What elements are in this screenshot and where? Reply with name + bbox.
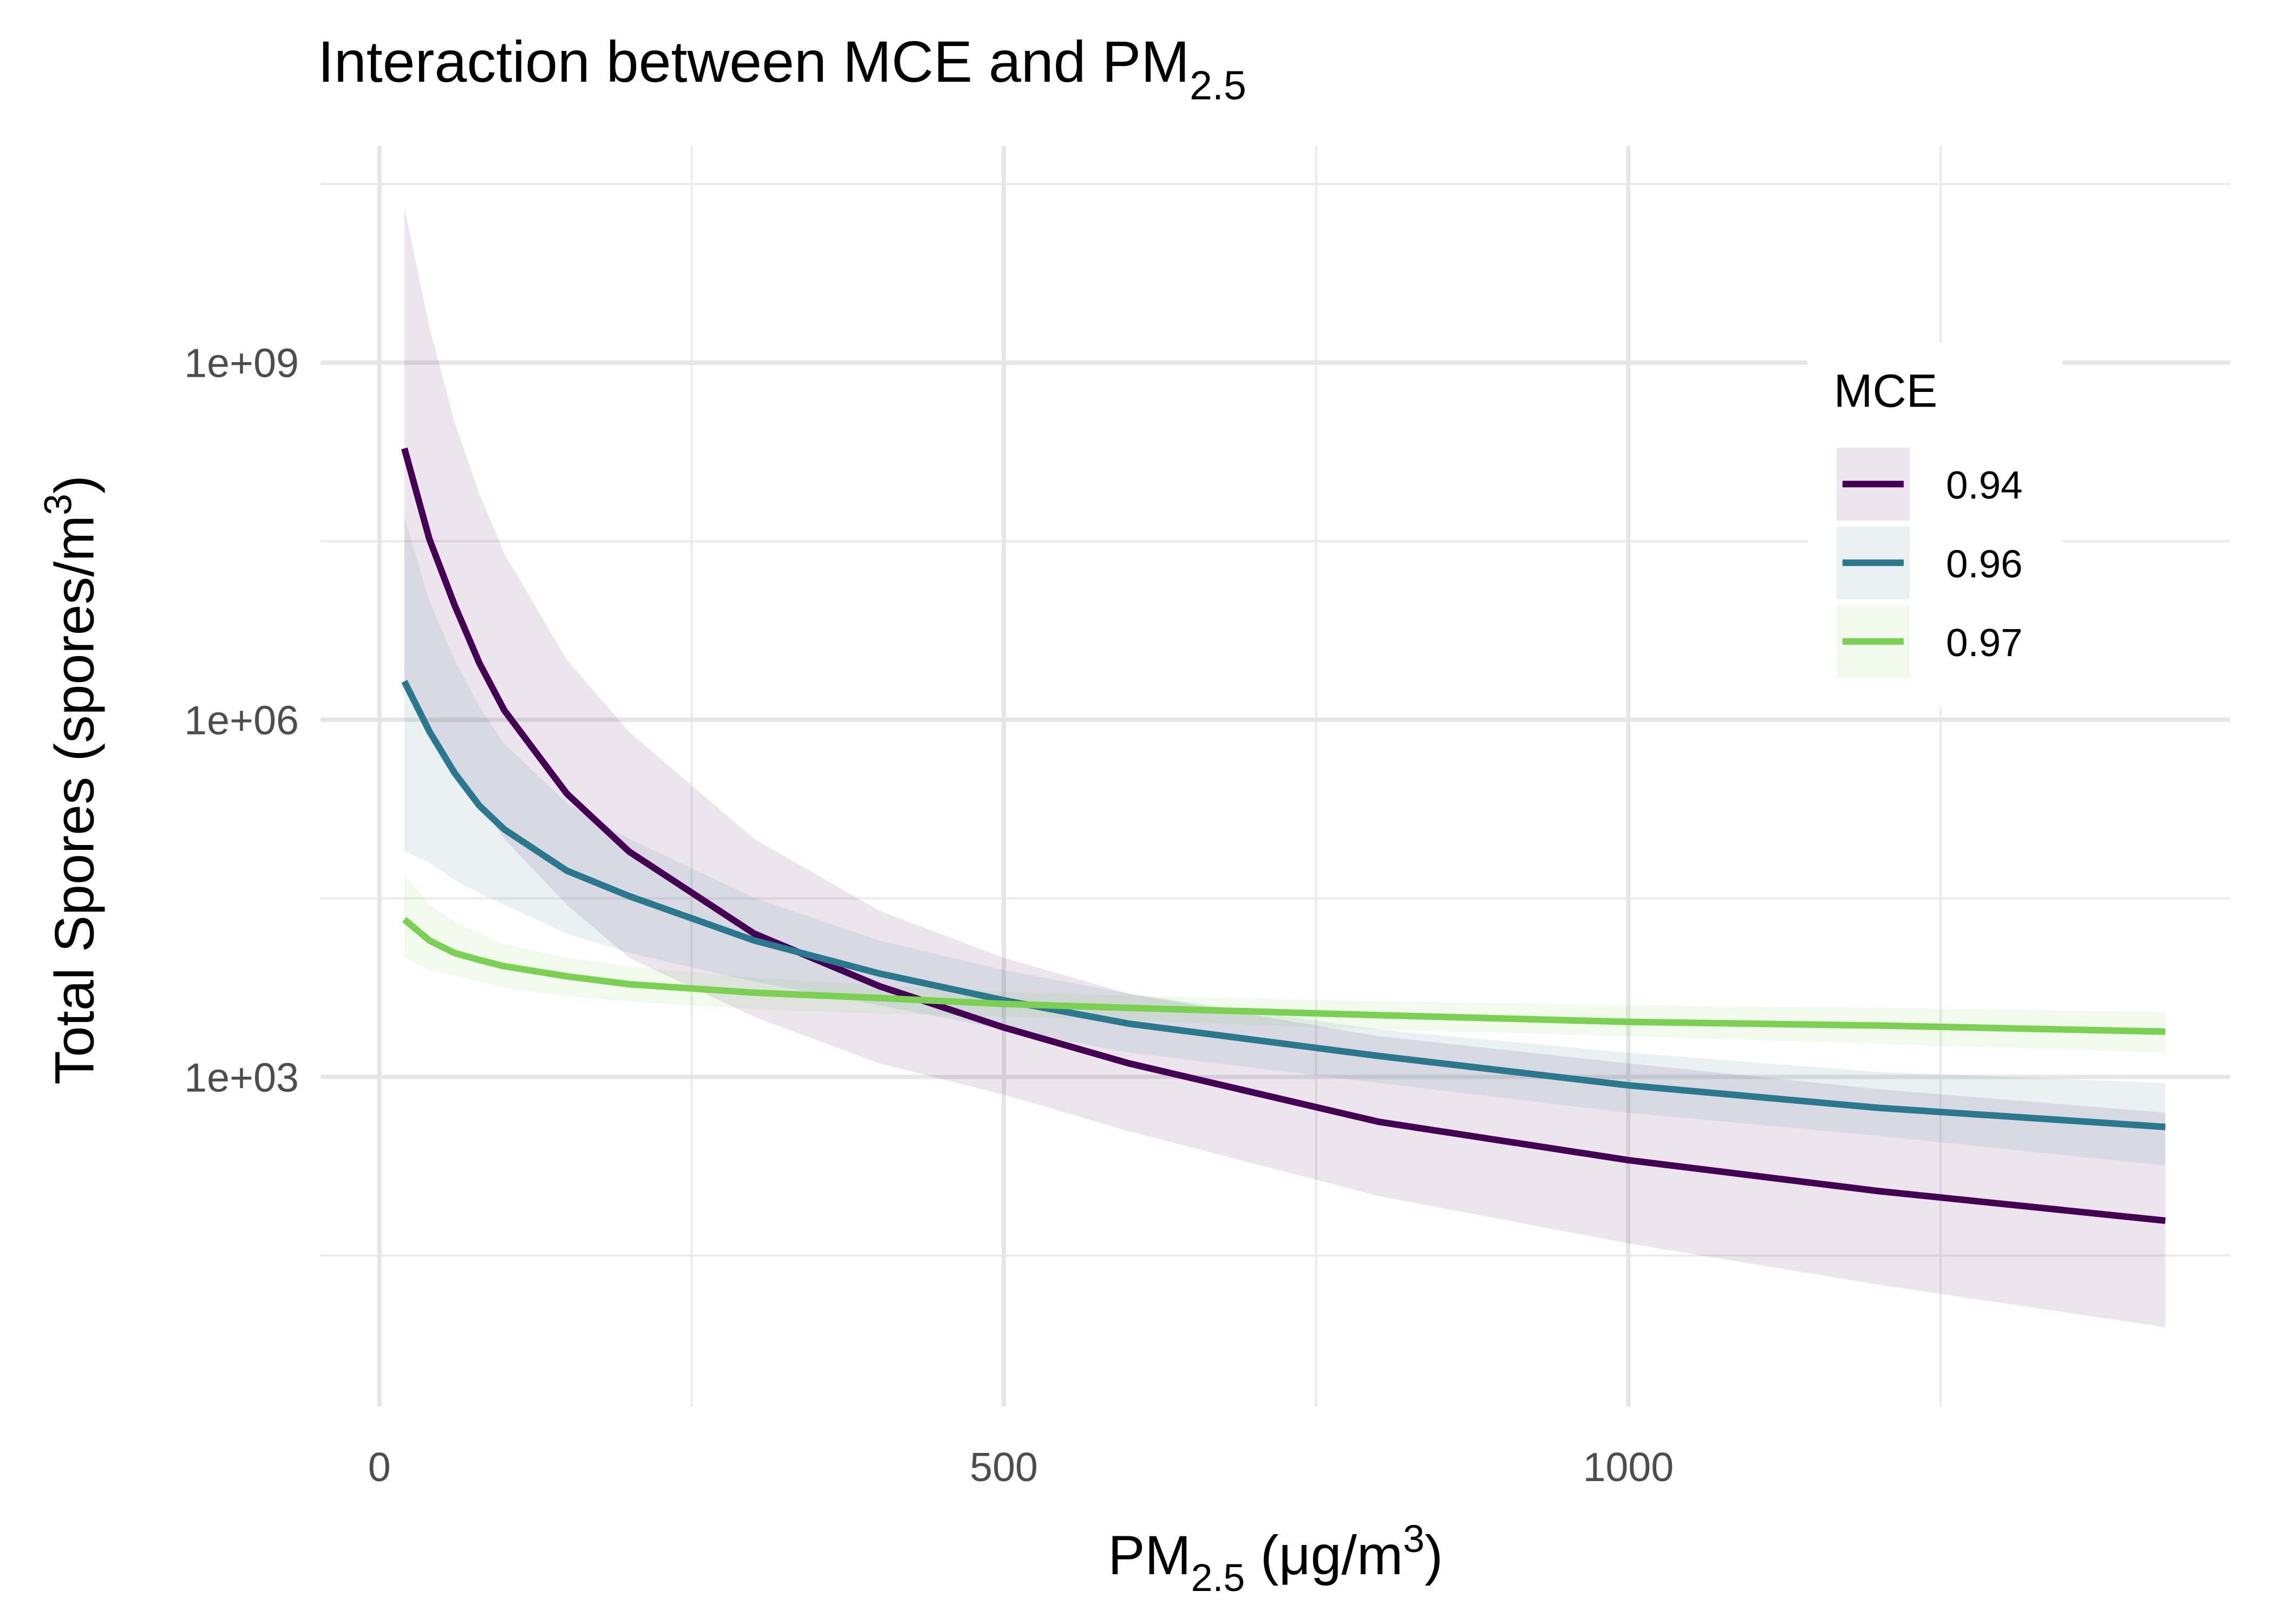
series-line [401, 447, 2166, 1224]
y-tick-label: 1e+06 [184, 697, 299, 743]
legend-label: 0.96 [1946, 542, 2022, 586]
chart-title-part: 2.5 [1190, 62, 1246, 108]
y-axis-title-part: Total Spores (spores/m [43, 515, 105, 1085]
y-axis-title: Total Spores (spores/m3) [36, 475, 105, 1085]
legend: MCE 0.94 0.96 0.97 [1807, 343, 2063, 708]
x-axis-title-part: (μg/m [1245, 1524, 1403, 1586]
series-line [402, 916, 2166, 1035]
chart-title-part: Interaction between MCE and PM [318, 29, 1190, 94]
y-axis-title-part: 3 [36, 494, 80, 515]
legend-label: 0.97 [1946, 621, 2022, 665]
x-axis-title-part: PM [1108, 1524, 1191, 1586]
confidence-band [404, 207, 2166, 1327]
x-axis-title-part: 2.5 [1191, 1556, 1245, 1600]
x-tick-label: 1000 [1583, 1444, 1674, 1490]
plot-marks [401, 207, 2166, 1327]
y-tick-label: 1e+03 [184, 1055, 299, 1100]
legend-background [1807, 343, 2063, 708]
legend-label: 0.94 [1946, 463, 2022, 507]
x-axis-title-part: 3 [1403, 1517, 1424, 1561]
axes: 0 500 1000 1e+03 1e+06 1e+09 Interaction betwe… [36, 29, 1674, 1600]
y-tick-label: 1e+09 [184, 340, 299, 386]
confidence-band [404, 517, 2166, 1166]
x-axis-title: PM2.5 (μg/m3) [1108, 1517, 1443, 1600]
x-axis-title-part: ) [1424, 1524, 1443, 1586]
chart-title: Interaction between MCE and PM2.5 [318, 29, 1246, 108]
y-axis-title-part: ) [43, 475, 105, 494]
series-line [401, 679, 2166, 1130]
legend-title: MCE [1834, 365, 1937, 417]
x-tick-label: 500 [970, 1444, 1038, 1490]
confidence-band [404, 874, 2166, 1053]
x-tick-label: 0 [368, 1444, 391, 1490]
